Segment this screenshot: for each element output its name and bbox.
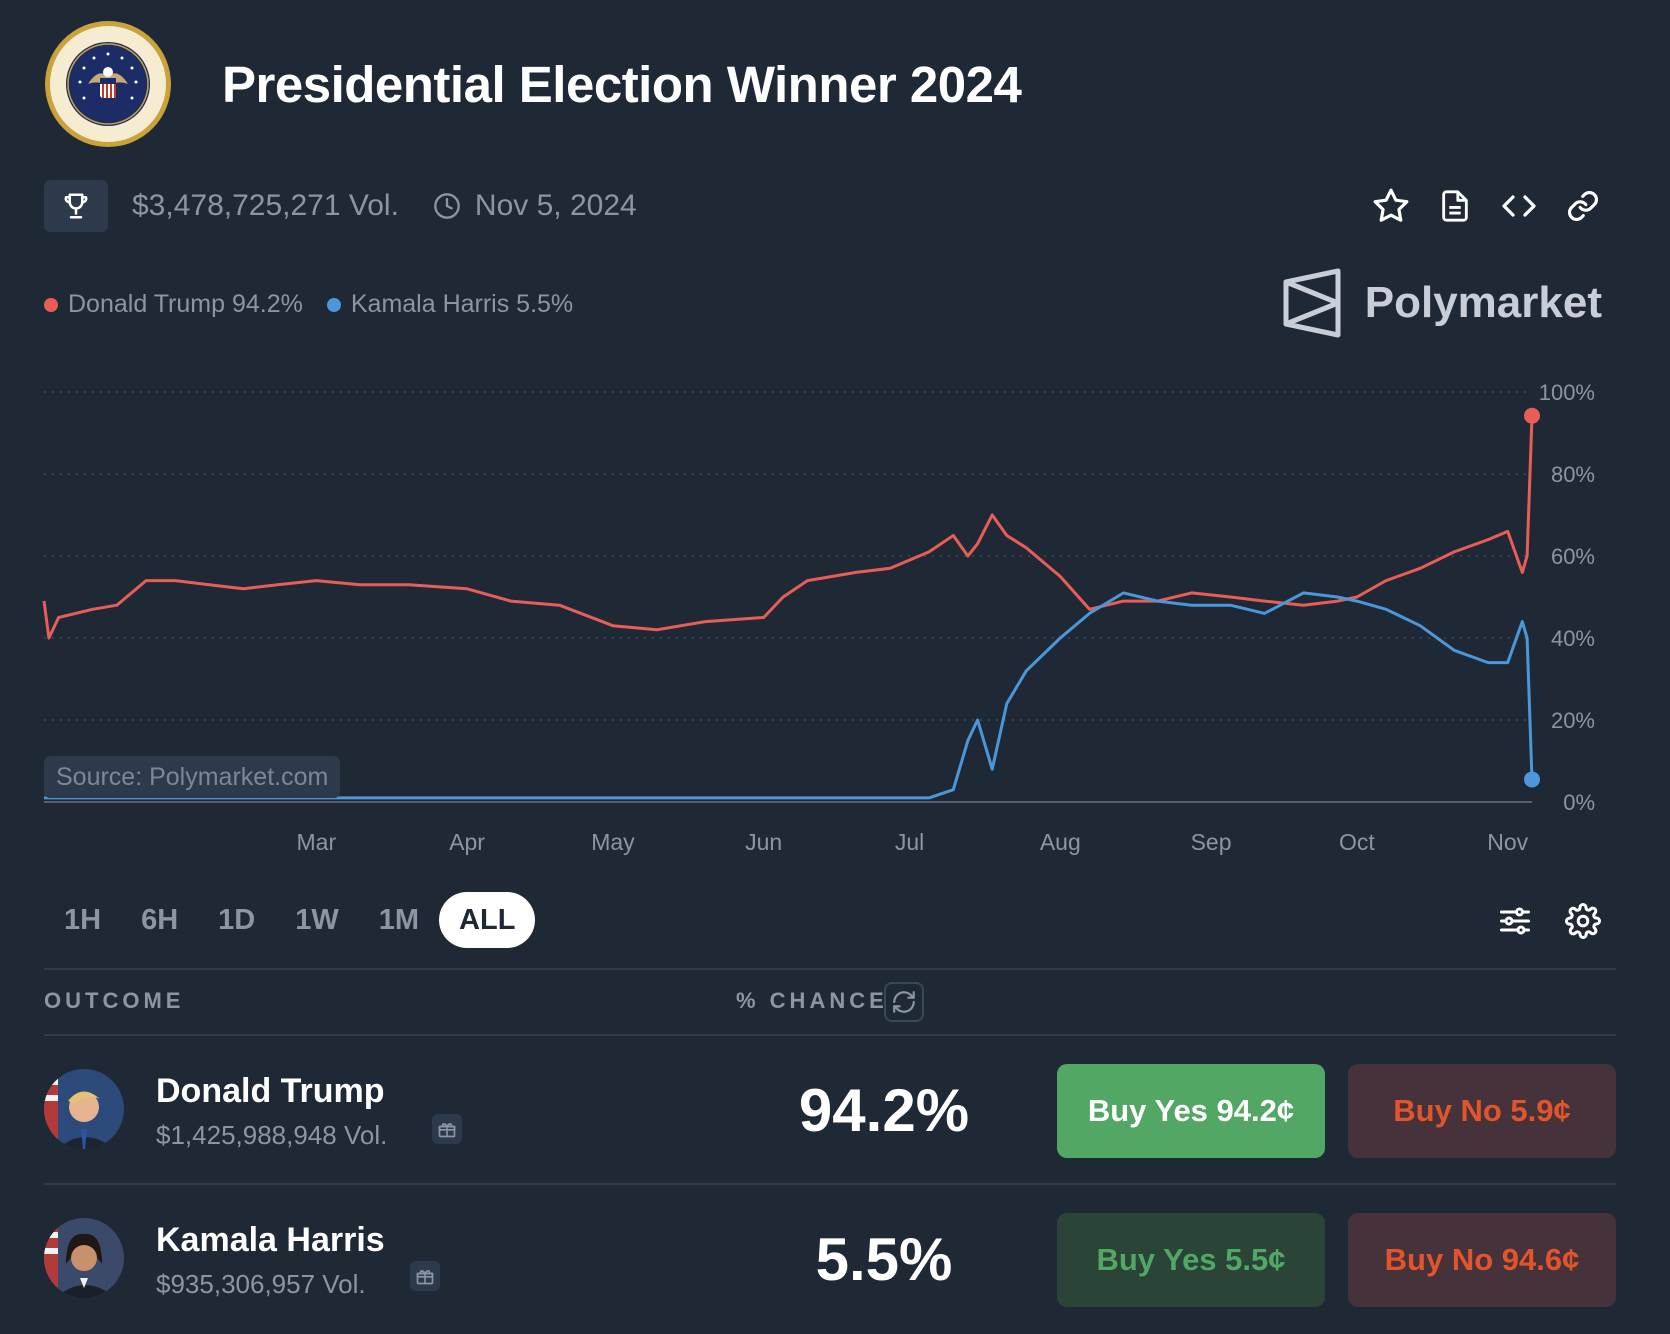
series-line-donald-trump [42,415,1534,640]
clock-icon [434,193,460,219]
outcome-chance: 94.2% [798,1077,970,1144]
series-endpoint-donald-trump [1524,407,1540,424]
presidential-seal-logo [45,21,171,147]
avatar-trump [44,1069,124,1149]
avatar-harris [44,1218,124,1298]
buy-no-button[interactable]: Buy No 94.6¢ [1348,1213,1616,1307]
outcome-row-harris: Kamala Harris $935,306,957 Vol. 5.5% Buy… [44,1183,1616,1333]
legend-dot-harris [326,297,341,312]
link-icon [1568,191,1598,221]
gift-icon [438,1123,456,1138]
outcome-row-trump: Donald Trump $1,425,988,948 Vol. 94.2% B… [44,1034,1616,1184]
y-tick-label: 20% [1551,708,1595,733]
x-tick-label: Jun [745,829,782,855]
outcome-column-header: OUTCOME [44,988,185,1013]
gift-icon [416,1270,434,1285]
x-tick-label: May [591,829,635,855]
rules-button[interactable] [1436,187,1474,225]
x-tick-label: Nov [1487,829,1528,855]
y-tick-label: 0% [1563,790,1595,815]
embed-button[interactable] [1500,187,1538,225]
code-icon [1502,195,1536,217]
legend-dot-trump [44,297,58,312]
x-tick-label: Apr [449,829,485,855]
market-actions [1372,180,1602,232]
legend-label-trump: Donald Trump 94.2% [68,290,303,318]
outcome-volume: $1,425,988,948 Vol. [156,1120,388,1150]
chart-tools [1496,902,1602,940]
chart-settings-button[interactable] [1564,902,1602,940]
range-1w[interactable]: 1W [295,903,339,936]
range-6h[interactable]: 6H [141,903,179,936]
buy-yes-button[interactable]: Buy Yes 94.2¢ [1057,1064,1325,1158]
gear-icon [1565,903,1601,939]
trophy-icon [64,193,88,219]
reward-badge[interactable] [432,1114,462,1144]
x-tick-label: Jul [895,829,924,855]
outcome-name: Donald Trump [156,1072,385,1110]
buy-no-button[interactable]: Buy No 5.9¢ [1348,1064,1616,1158]
end-date-text: Nov 5, 2024 [474,189,637,222]
trophy-badge[interactable] [44,180,108,232]
legend-item-harris: Kamala Harris 5.5% [326,290,574,319]
range-1h[interactable]: 1H [64,903,102,936]
refresh-icon [893,991,915,1013]
market-end-date: Nov 5, 2024 [433,189,637,223]
refresh-button[interactable] [884,982,924,1022]
x-tick-label: Sep [1191,829,1232,855]
header: Presidential Election Winner 2024 [44,21,1022,147]
legend-item-trump: Donald Trump 94.2% [44,290,303,319]
polymarket-brand: Polymarket [1283,268,1602,338]
chance-column-header: % CHANCE [736,988,888,1013]
copy-link-button[interactable] [1564,187,1602,225]
source-label: Source: Polymarket.com [44,756,341,798]
divider [44,1034,1616,1036]
reward-badge[interactable] [410,1261,440,1291]
page-title: Presidential Election Winner 2024 [222,55,1022,113]
range-all[interactable]: ALL [439,892,536,948]
favorite-button[interactable] [1372,187,1410,225]
sliders-icon [1500,907,1530,935]
x-tick-label: Mar [297,829,337,855]
x-tick-label: Aug [1040,829,1081,855]
market-meta: $3,478,725,271 Vol. Nov 5, 2024 [44,180,637,232]
chart-filters-button[interactable] [1496,902,1534,940]
outcome-volume: $935,306,957 Vol. [156,1269,366,1299]
y-tick-label: 100% [1539,380,1595,405]
star-icon [1373,188,1409,222]
time-range-selector: 1H 6H 1D 1W 1M ALL [44,892,536,948]
document-icon [1442,190,1468,222]
range-1d[interactable]: 1D [218,903,256,936]
range-1m[interactable]: 1M [378,903,420,936]
outcome-name: Kamala Harris [156,1221,385,1259]
chart-legend: Donald Trump 94.2% Kamala Harris 5.5% [44,290,597,319]
divider [44,1183,1616,1185]
outcome-chance: 5.5% [815,1226,953,1293]
market-volume: $3,478,725,271 Vol. [132,189,399,222]
legend-label-harris: Kamala Harris 5.5% [350,290,574,318]
buy-yes-button[interactable]: Buy Yes 5.5¢ [1057,1213,1325,1307]
x-tick-label: Oct [1339,829,1375,855]
series-endpoint-kamala-harris [1524,771,1540,788]
y-tick-label: 60% [1551,544,1595,569]
y-tick-label: 80% [1551,462,1595,487]
price-history-chart[interactable]: 100% 80% 60% 40% 20% 0% Mar Apr May Jun Jul Aug Sep O… [0,360,1670,870]
divider [44,968,1616,970]
polymarket-logo-icon [1283,268,1341,338]
y-tick-label: 40% [1551,626,1595,651]
brand-name: Polymarket [1364,278,1602,327]
